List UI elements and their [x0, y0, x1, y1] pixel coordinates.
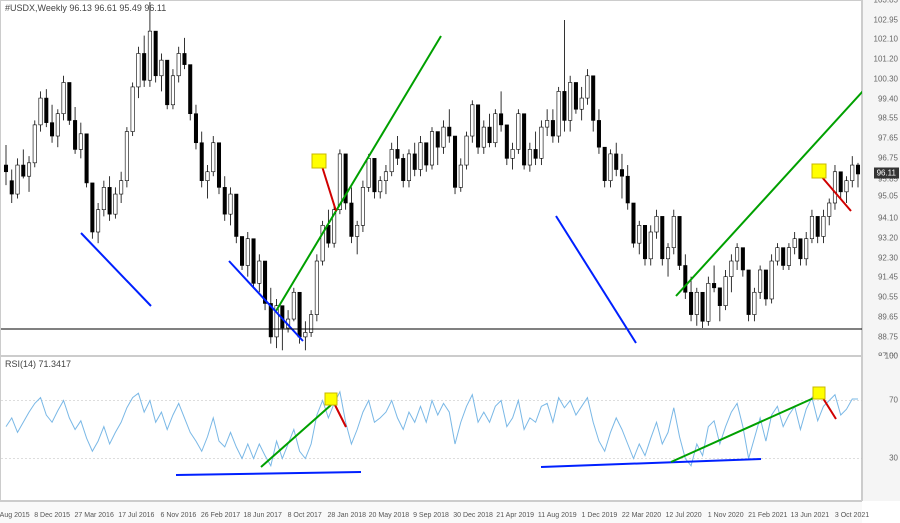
y-tick-label: 102.10	[874, 35, 898, 44]
price-chart-canvas	[1, 1, 863, 357]
x-tick-label: 1 Nov 2020	[708, 512, 744, 519]
x-tick-label: 20 May 2018	[369, 512, 409, 519]
x-tick-label: 3 Oct 2021	[835, 512, 869, 519]
symbol-info-label: #USDX,Weekly 96.13 96.61 95.49 96.11	[5, 3, 166, 13]
x-tick-label: 8 Dec 2015	[34, 512, 70, 519]
x-tick-label: 17 Jul 2016	[118, 512, 154, 519]
current-price-badge: 96.11	[874, 167, 899, 178]
y-tick-label: 88.75	[878, 333, 898, 342]
x-tick-label: 11 Aug 2019	[538, 512, 577, 519]
rsi-indicator-panel[interactable]: RSI(14) 71.3417	[0, 356, 862, 501]
y-tick-label: 94.10	[878, 213, 898, 222]
x-tick-label: 6 Nov 2016	[160, 512, 196, 519]
x-tick-label: 1 Dec 2019	[581, 512, 617, 519]
x-tick-label: 12 Jul 2020	[665, 512, 701, 519]
x-tick-label: 18 Jun 2017	[243, 512, 282, 519]
x-tick-label: 21 Apr 2019	[496, 512, 534, 519]
y-tick-label: 101.20	[874, 55, 898, 64]
rsi-y-axis: 1007030	[862, 356, 900, 501]
time-x-axis: 16 Aug 2015 8 Dec 2015 27 Mar 2016 17 Jul 2…	[0, 501, 862, 523]
x-tick-label: 27 Mar 2016	[75, 512, 114, 519]
x-tick-label: 16 Aug 2015	[0, 512, 30, 519]
y-tick-label: 99.40	[878, 95, 898, 104]
price-chart-panel[interactable]: #USDX,Weekly 96.13 96.61 95.49 96.11	[0, 0, 862, 356]
y-tick-label: 95.05	[878, 192, 898, 201]
x-tick-label: 30 Dec 2018	[453, 512, 493, 519]
x-tick-label: 8 Oct 2017	[288, 512, 322, 519]
rsi-y-tick-label: 30	[889, 453, 898, 462]
rsi-y-tick-label: 70	[889, 395, 898, 404]
y-tick-label: 89.65	[878, 312, 898, 321]
y-tick-label: 98.55	[878, 114, 898, 123]
trading-chart-window: #USDX,Weekly 96.13 96.61 95.49 96.11 96.…	[0, 0, 900, 523]
y-tick-label: 96.75	[878, 154, 898, 163]
x-tick-label: 26 Feb 2017	[201, 512, 240, 519]
rsi-y-tick-label: 100	[885, 352, 898, 361]
x-tick-label: 22 Mar 2020	[622, 512, 661, 519]
price-y-axis: 96.11 103.85 102.95 102.10 101.20 100.30 99.4…	[862, 0, 900, 356]
y-tick-label: 90.55	[878, 292, 898, 301]
y-tick-label: 102.95	[874, 16, 898, 25]
x-tick-label: 21 Feb 2021	[748, 512, 787, 519]
x-tick-label: 28 Jan 2018	[328, 512, 367, 519]
y-tick-label: 91.45	[878, 272, 898, 281]
y-tick-label: 100.30	[874, 75, 898, 84]
rsi-label: RSI(14) 71.3417	[5, 359, 71, 369]
y-tick-label: 92.30	[878, 253, 898, 262]
x-tick-label: 9 Sep 2018	[413, 512, 449, 519]
rsi-canvas	[1, 357, 863, 502]
y-tick-label: 93.20	[878, 233, 898, 242]
x-tick-label: 13 Jun 2021	[791, 512, 830, 519]
y-tick-label: 103.85	[874, 0, 898, 5]
y-tick-label: 97.65	[878, 134, 898, 143]
